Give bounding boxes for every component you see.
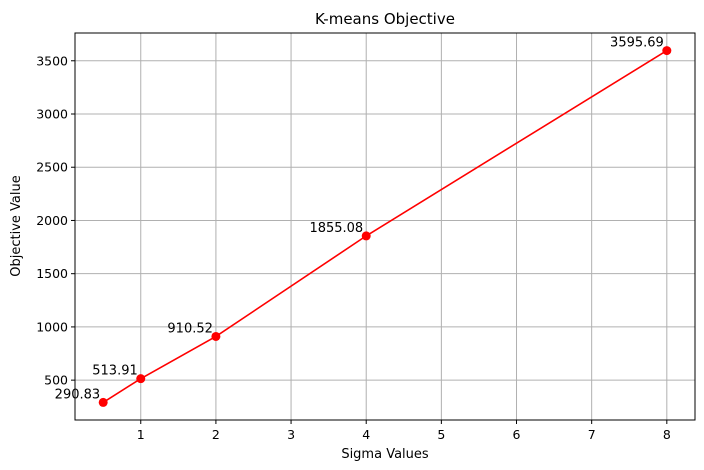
data-point	[662, 46, 672, 56]
x-tick-label: 1	[137, 427, 145, 442]
x-tick-label: 8	[663, 427, 671, 442]
data-label: 1855.08	[309, 221, 363, 236]
chart-title: K-means Objective	[315, 10, 455, 28]
grid	[75, 33, 695, 420]
data-label: 290.83	[55, 387, 101, 402]
x-tick-label: 3	[287, 427, 295, 442]
y-tick-label: 2000	[36, 213, 68, 228]
y-tick-label: 3000	[36, 107, 68, 122]
y-tick-label: 1000	[36, 319, 68, 334]
series-line	[102, 49, 668, 404]
data-point	[361, 231, 371, 241]
y-tick-label: 3500	[36, 53, 68, 68]
y-tick-label: 2500	[36, 160, 68, 175]
x-tick-label: 2	[212, 427, 220, 442]
data-label: 513.91	[92, 364, 138, 379]
y-tick-label: 1500	[36, 266, 68, 281]
ticks: 1 2 3 4 5 6 7 8 500 1000 1500 2000 2500 3000 3500	[36, 53, 671, 442]
data-labels: 290.83 513.91 910.52 1855.08 3595.69	[55, 36, 664, 403]
y-axis-label: Objective Value	[9, 175, 24, 276]
data-point	[211, 331, 221, 341]
data-label: 910.52	[167, 321, 213, 336]
series	[98, 46, 672, 407]
x-tick-label: 5	[437, 427, 445, 442]
data-point	[136, 374, 146, 384]
x-tick-label: 7	[588, 427, 596, 442]
x-tick-label: 6	[513, 427, 521, 442]
x-axis-label: Sigma Values	[341, 447, 429, 462]
data-label: 3595.69	[610, 36, 664, 51]
x-tick-label: 4	[362, 427, 370, 442]
data-point	[98, 397, 108, 407]
plot-frame	[74, 32, 696, 421]
y-tick-label: 500	[44, 373, 68, 388]
